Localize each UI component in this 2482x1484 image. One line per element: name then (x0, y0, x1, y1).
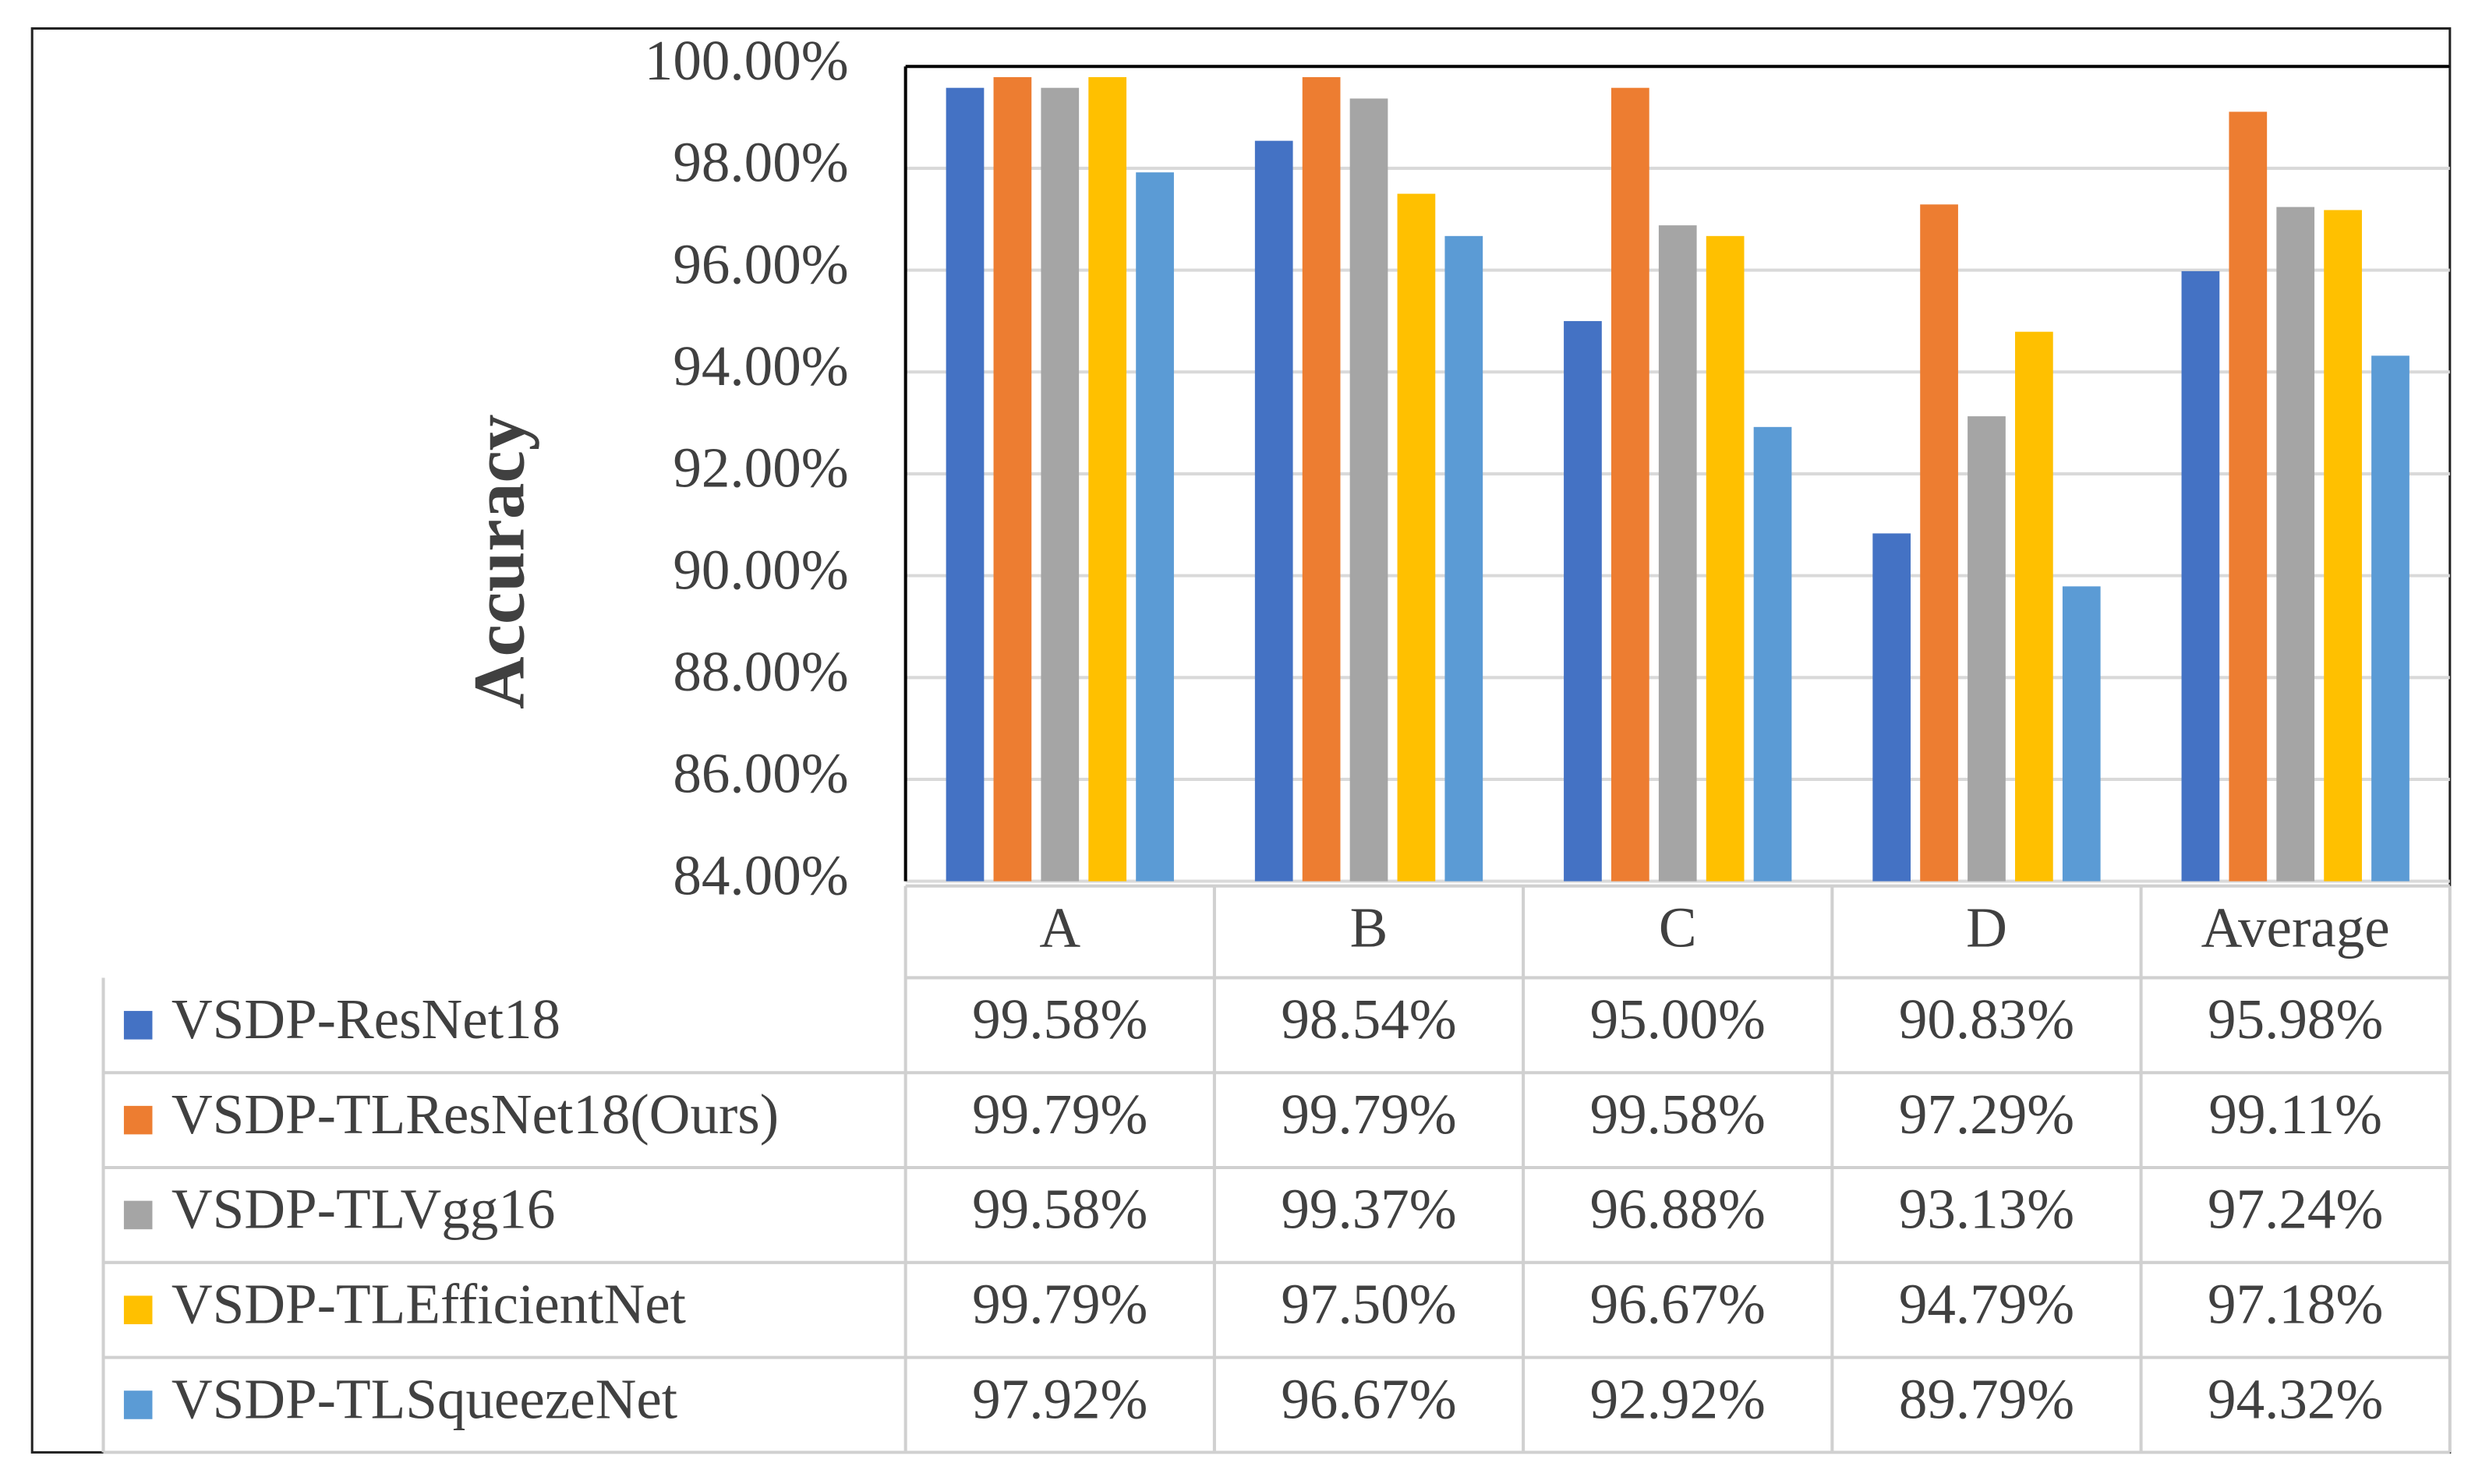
bar (1753, 426, 1792, 882)
legend-label: VSDP-TLEfficientNet (171, 1272, 686, 1335)
bar (2371, 355, 2410, 882)
table-value: 97.50% (1281, 1272, 1456, 1335)
table-value: 96.67% (1281, 1367, 1456, 1430)
y-tick-label: 90.00% (673, 538, 848, 601)
table-value: 99.58% (972, 1178, 1147, 1241)
table-value: 99.37% (1281, 1178, 1456, 1241)
bar (1872, 533, 1911, 882)
table-value: 97.92% (972, 1367, 1147, 1430)
bar (1968, 416, 2006, 882)
table-value: 94.32% (2208, 1367, 2383, 1430)
table-value: 89.79% (1899, 1367, 2074, 1430)
y-tick-label: 92.00% (673, 436, 848, 500)
bar (1088, 76, 1127, 882)
bar (1564, 320, 1602, 882)
x-tick-label: B (1350, 896, 1388, 959)
legend-swatch (123, 1200, 153, 1230)
table-value: 95.00% (1590, 988, 1766, 1051)
table-value: 97.24% (2208, 1178, 2383, 1241)
table-value: 97.29% (1899, 1083, 2074, 1146)
table-value: 92.92% (1590, 1367, 1766, 1430)
bar (993, 76, 1032, 882)
legend-label: VSDP-ResNet18 (171, 988, 560, 1051)
y-tick-label: 84.00% (673, 843, 848, 906)
table-value: 99.79% (972, 1083, 1147, 1146)
legend-label: VSDP-TLSqueezeNet (171, 1367, 677, 1430)
bar (1397, 193, 1436, 882)
table-value: 90.83% (1899, 988, 2074, 1051)
legend-swatch (123, 1295, 153, 1324)
x-tick-label: A (1039, 896, 1080, 959)
bar (1658, 225, 1697, 882)
table-value: 97.18% (2208, 1272, 2383, 1335)
bar (1610, 87, 1649, 882)
table-value: 94.79% (1899, 1272, 2074, 1335)
bar (2062, 586, 2101, 882)
bar (2324, 210, 2362, 882)
bar (2015, 331, 2053, 882)
bar (1254, 140, 1293, 882)
bar (1920, 204, 1958, 882)
table-value: 93.13% (1899, 1178, 2074, 1241)
x-tick-label: C (1659, 896, 1697, 959)
bar (2181, 270, 2220, 882)
legend-label: VSDP-TLResNet18(Ours) (171, 1083, 779, 1146)
table-value: 99.79% (972, 1272, 1147, 1335)
table-value: 96.67% (1590, 1272, 1766, 1335)
bar (1706, 235, 1745, 882)
y-tick-label: 88.00% (673, 640, 848, 703)
x-tick-label: Average (2201, 896, 2390, 959)
legend-label: VSDP-TLVgg16 (171, 1178, 556, 1241)
table-value: 99.79% (1281, 1083, 1456, 1146)
bar (2229, 111, 2268, 882)
table-value: 99.58% (972, 988, 1147, 1051)
bar (1041, 87, 1080, 882)
legend-swatch (123, 1011, 153, 1040)
y-tick-label: 94.00% (673, 334, 848, 398)
bar (1302, 76, 1341, 882)
legend-swatch (123, 1105, 153, 1135)
table-value: 98.54% (1281, 988, 1456, 1051)
bar (946, 87, 985, 882)
y-tick-label: 96.00% (673, 232, 848, 295)
bar (1444, 235, 1483, 882)
legend-swatch (123, 1390, 153, 1419)
bar (1136, 172, 1174, 882)
y-tick-label: 98.00% (673, 131, 848, 194)
y-axis-title: Accuracy (460, 414, 540, 708)
table-value: 99.58% (1590, 1083, 1766, 1146)
y-tick-label: 86.00% (673, 742, 848, 805)
x-tick-label: D (1966, 896, 2007, 959)
table-value: 99.11% (2208, 1083, 2382, 1146)
y-tick-label: 100.00% (645, 29, 849, 92)
table-value: 95.98% (2208, 988, 2383, 1051)
bar (2276, 207, 2315, 882)
bar (1349, 98, 1388, 882)
table-value: 96.88% (1590, 1178, 1766, 1241)
